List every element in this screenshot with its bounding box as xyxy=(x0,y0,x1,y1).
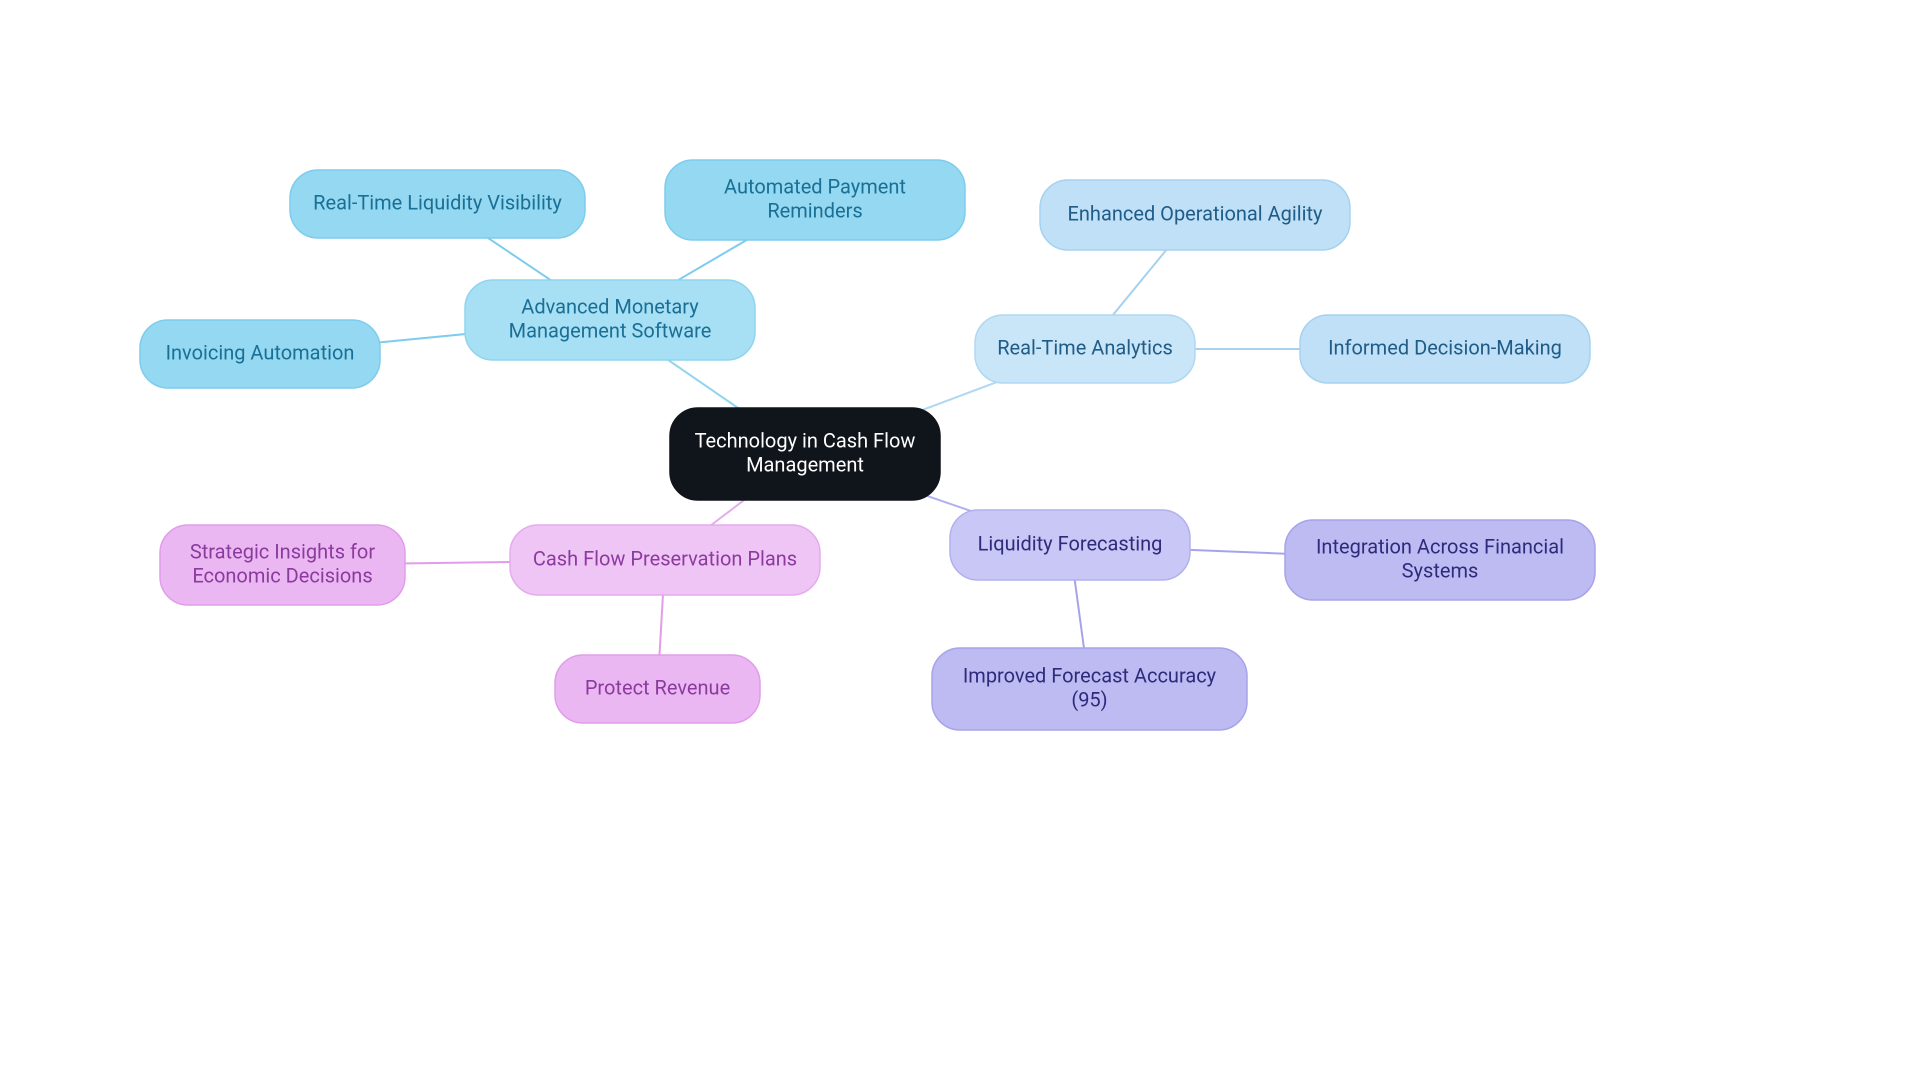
node-label: Protect Revenue xyxy=(585,675,730,699)
node-label: Enhanced Operational Agility xyxy=(1068,201,1323,225)
node-label: Integration Across Financial xyxy=(1316,534,1564,558)
node-label: Real-Time Analytics xyxy=(997,335,1173,359)
node-label: Strategic Insights for xyxy=(190,539,375,563)
node-label: Automated Payment xyxy=(724,174,906,198)
node-label: Invoicing Automation xyxy=(166,340,355,364)
node-label: Management xyxy=(746,452,864,476)
node-label: Advanced Monetary xyxy=(521,294,699,318)
node-label: Improved Forecast Accuracy xyxy=(963,663,1217,687)
node-label: (95) xyxy=(1071,687,1107,711)
mindmap-diagram: Real-Time Liquidity Visibility Automated … xyxy=(0,0,1920,1083)
node-label: Cash Flow Preservation Plans xyxy=(533,546,797,570)
node-label: Liquidity Forecasting xyxy=(978,531,1163,555)
node-label: Informed Decision-Making xyxy=(1328,335,1562,359)
node-label: Technology in Cash Flow xyxy=(695,428,916,452)
node-label: Real-Time Liquidity Visibility xyxy=(313,190,562,214)
node-label: Economic Decisions xyxy=(192,563,372,587)
node-label: Management Software xyxy=(509,318,712,342)
node-label: Systems xyxy=(1402,558,1479,582)
node-label: Reminders xyxy=(767,198,862,222)
